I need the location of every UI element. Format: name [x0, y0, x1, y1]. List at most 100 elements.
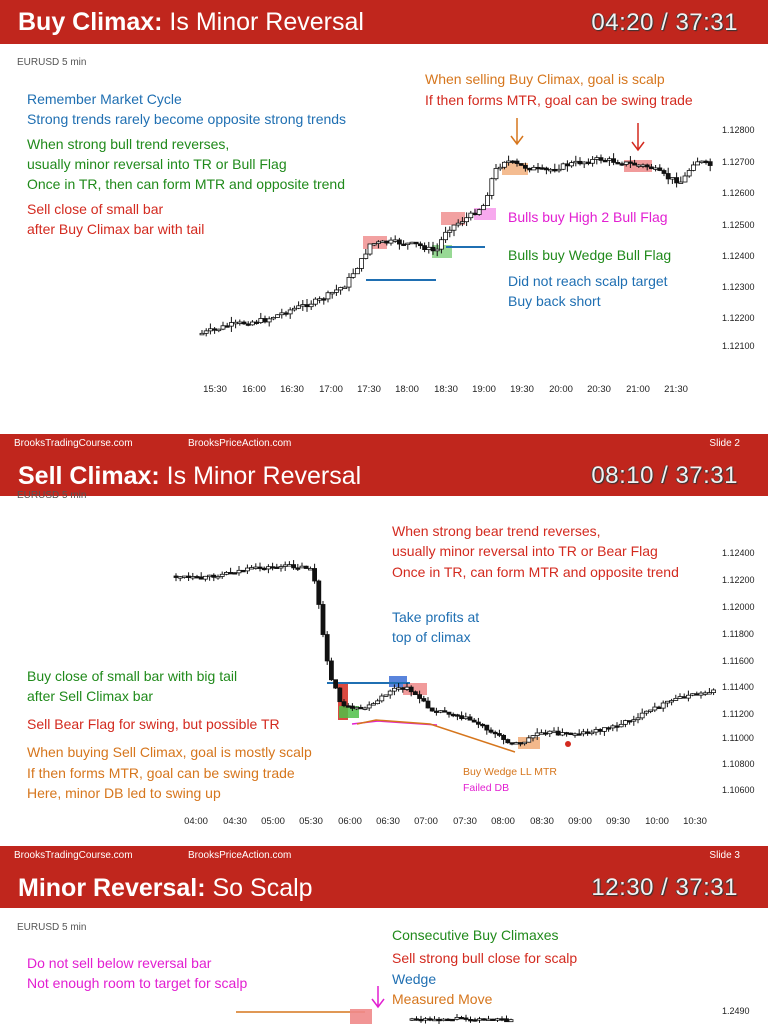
candle [425, 700, 431, 709]
candle [711, 689, 716, 693]
candle [379, 695, 385, 702]
annotation: Consecutive Buy Climaxes [392, 927, 559, 943]
y-tick-label: 1.10800 [722, 759, 755, 769]
y-tick-label: 1.12200 [722, 575, 755, 585]
footer-link[interactable]: BrooksTradingCourse.com [14, 850, 133, 861]
candle [699, 160, 705, 164]
highlight-box [518, 737, 540, 749]
candle [468, 212, 474, 219]
x-tick-label: 19:00 [472, 384, 496, 395]
candle [623, 161, 629, 165]
candle [539, 167, 545, 170]
annotation: Buy Wedge LL MTR [463, 766, 557, 778]
candle [422, 245, 428, 250]
candle [598, 157, 604, 161]
candle [215, 576, 221, 579]
highlight-box [339, 706, 359, 718]
candle [396, 239, 402, 245]
timer: 04:20 / 37:31 [591, 9, 738, 36]
candle [652, 706, 658, 711]
annotation: If then forms MTR, goal can be swing tra… [27, 765, 295, 781]
annotation: after Buy Climax bar with tail [27, 221, 205, 237]
candle [396, 687, 402, 690]
candle [249, 321, 255, 326]
annotation: Bulls buy High 2 Bull Flag [508, 209, 668, 225]
annotation: Sell Bear Flag for swing, but possible T… [27, 716, 280, 732]
candle [245, 323, 251, 326]
title-bar: Buy Climax: Is Minor Reversal 04:20 / 37… [0, 0, 768, 44]
candle [618, 723, 624, 728]
candle [636, 164, 642, 167]
candle [291, 307, 297, 311]
candle [283, 312, 289, 315]
x-tick-label: 05:00 [261, 816, 285, 827]
price-chart [236, 986, 514, 1024]
footer-link[interactable]: BrooksPriceAction.com [188, 850, 292, 861]
x-tick-label: 17:30 [357, 384, 381, 395]
candle [270, 566, 276, 569]
chart-symbol: EURUSD 5 min [17, 57, 87, 68]
annotation: Take profits at [392, 609, 480, 625]
candle [649, 166, 654, 170]
candle [223, 572, 229, 575]
candle [279, 312, 285, 316]
candle [328, 660, 334, 681]
candle [450, 1018, 455, 1022]
y-tick-label: 1.12700 [722, 157, 755, 167]
candle [212, 328, 218, 331]
candle [257, 566, 263, 569]
candle [499, 1018, 505, 1021]
candle [677, 696, 683, 699]
candle [451, 224, 457, 231]
candle [497, 166, 503, 170]
candle [317, 298, 323, 301]
candle [295, 567, 301, 570]
footer-link[interactable]: BrooksPriceAction.com [188, 438, 292, 449]
candle [342, 286, 348, 290]
candle [501, 161, 507, 168]
candle [445, 1018, 451, 1022]
candle [543, 732, 548, 735]
candle [454, 1017, 460, 1020]
candle [492, 731, 498, 735]
candle [471, 719, 477, 723]
candle [338, 287, 344, 291]
candle [199, 332, 205, 336]
candle [459, 221, 465, 224]
candle [480, 723, 486, 727]
slide-title: Buy Climax: Is Minor Reversal [18, 8, 364, 36]
candle [312, 568, 318, 582]
candle [254, 321, 260, 324]
candle [287, 309, 293, 315]
footer-bar: BrooksTradingCourse.com BrooksPriceActio… [0, 846, 768, 866]
annotation: Failed DB [463, 782, 510, 794]
candle [514, 160, 520, 164]
candle [464, 217, 470, 223]
candle [414, 1018, 419, 1021]
candle [490, 1018, 496, 1021]
candle [442, 710, 448, 713]
candle [249, 567, 255, 570]
candle [384, 240, 390, 244]
candle [421, 698, 427, 702]
candle [296, 305, 302, 309]
candle [304, 304, 310, 308]
candle [513, 742, 519, 745]
candle [446, 711, 452, 715]
candle [375, 700, 381, 705]
annotation: Measured Move [392, 991, 493, 1007]
candle [614, 725, 620, 728]
candle [391, 687, 397, 692]
candle [258, 318, 264, 323]
highlight-box [502, 163, 528, 175]
candle [544, 167, 549, 171]
footer-link[interactable]: BrooksTradingCourse.com [14, 438, 133, 449]
annotation: Buy back short [508, 293, 601, 309]
candle [669, 700, 674, 703]
y-tick-label: 1.12400 [722, 548, 755, 558]
x-tick-label: 21:30 [664, 384, 688, 395]
x-tick-label: 08:00 [491, 816, 515, 827]
candle [648, 709, 653, 712]
candle [286, 564, 292, 567]
y-tick-label: 1.11400 [722, 682, 754, 692]
